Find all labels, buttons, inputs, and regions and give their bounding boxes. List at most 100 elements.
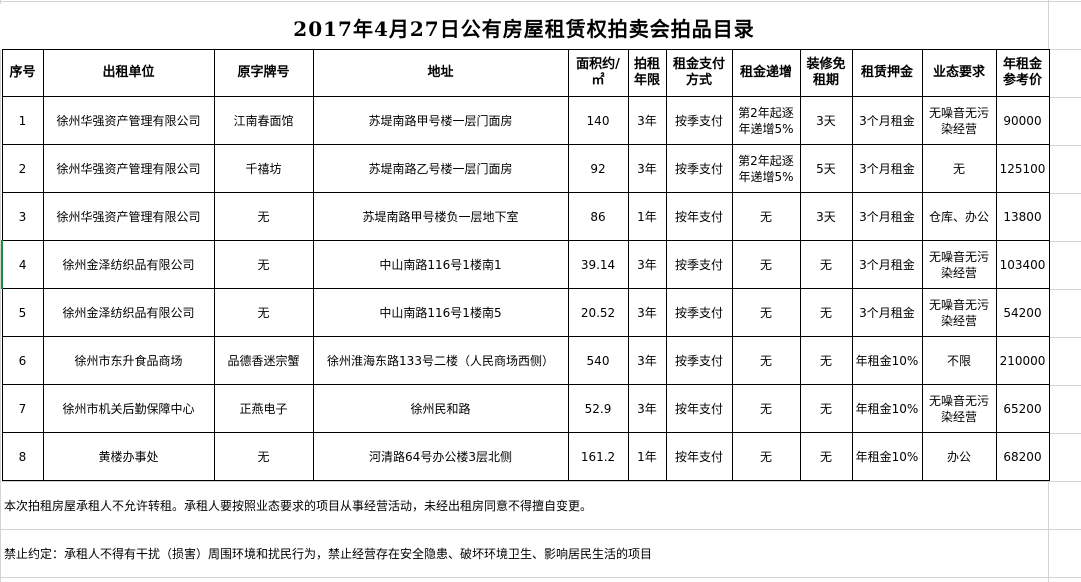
cell-original-sign[interactable]: 正燕电子 — [213, 384, 314, 433]
cell-lessor[interactable]: 徐州金泽纺织品有限公司 — [42, 288, 215, 337]
cell-area[interactable]: 161.2 — [567, 432, 629, 481]
cell-payment-method[interactable]: 按季支付 — [665, 336, 733, 385]
cell-rent-increase[interactable]: 第2年起逐年递增5% — [731, 96, 801, 145]
cell-seq[interactable]: 5 — [1, 288, 44, 337]
cell-address[interactable]: 河清路64号办公楼3层北侧 — [312, 432, 569, 481]
cell-area[interactable]: 39.14 — [567, 240, 629, 289]
cell-area[interactable]: 52.9 — [567, 384, 629, 433]
cell-business-requirement[interactable]: 无噪音无污染经营 — [921, 96, 997, 145]
cell-rent-increase[interactable]: 无 — [731, 336, 801, 385]
cell-lessor[interactable]: 徐州金泽纺织品有限公司 — [42, 240, 215, 289]
cell-payment-method[interactable]: 按年支付 — [665, 432, 733, 481]
cell-area[interactable]: 140 — [567, 96, 629, 145]
cell-address[interactable]: 徐州民和路 — [312, 384, 569, 433]
cell-seq[interactable]: 3 — [1, 192, 44, 241]
cell-original-sign[interactable]: 千禧坊 — [213, 144, 314, 193]
cell-deposit[interactable]: 3个月租金 — [851, 288, 923, 337]
cell-term[interactable]: 3年 — [627, 240, 667, 289]
header-deposit[interactable]: 租赁押金 — [851, 49, 923, 97]
cell-seq[interactable]: 8 — [1, 432, 44, 481]
cell-area[interactable]: 92 — [567, 144, 629, 193]
cell-lessor[interactable]: 徐州市机关后勤保障中心 — [42, 384, 215, 433]
cell-original-sign[interactable]: 无 — [213, 192, 314, 241]
header-area[interactable]: 面积约/㎡ — [567, 49, 629, 97]
cell-rent-free-period[interactable]: 无 — [799, 288, 853, 337]
cell-term[interactable]: 1年 — [627, 432, 667, 481]
cell-address[interactable]: 苏堤南路乙号楼一层门面房 — [312, 144, 569, 193]
cell-address[interactable]: 中山南路116号1楼南1 — [312, 240, 569, 289]
cell-lessor[interactable]: 徐州华强资产管理有限公司 — [42, 192, 215, 241]
cell-area[interactable]: 86 — [567, 192, 629, 241]
cell-business-requirement[interactable]: 无噪音无污染经营 — [921, 384, 997, 433]
cell-rent-increase[interactable]: 无 — [731, 384, 801, 433]
cell-annual-rent[interactable]: 13800 — [995, 192, 1050, 241]
cell-deposit[interactable]: 3个月租金 — [851, 144, 923, 193]
cell-annual-rent[interactable]: 68200 — [995, 432, 1050, 481]
cell-deposit[interactable]: 年租金10% — [851, 336, 923, 385]
cell-business-requirement[interactable]: 办公 — [921, 432, 997, 481]
cell-payment-method[interactable]: 按季支付 — [665, 288, 733, 337]
cell-payment-method[interactable]: 按年支付 — [665, 192, 733, 241]
cell-seq[interactable]: 1 — [1, 96, 44, 145]
cell-annual-rent[interactable]: 210000 — [995, 336, 1050, 385]
cell-payment-method[interactable]: 按季支付 — [665, 96, 733, 145]
header-seq[interactable]: 序号 — [1, 49, 44, 97]
cell-rent-increase[interactable]: 无 — [731, 192, 801, 241]
cell-address[interactable]: 中山南路116号1楼南5 — [312, 288, 569, 337]
cell-address[interactable]: 苏堤南路甲号楼一层门面房 — [312, 96, 569, 145]
header-original-sign[interactable]: 原字牌号 — [213, 49, 314, 97]
cell-term[interactable]: 1年 — [627, 192, 667, 241]
cell-payment-method[interactable]: 按季支付 — [665, 144, 733, 193]
cell-original-sign[interactable]: 品德香迷宗蟹 — [213, 336, 314, 385]
cell-original-sign[interactable]: 江南春面馆 — [213, 96, 314, 145]
cell-rent-free-period[interactable]: 无 — [799, 432, 853, 481]
cell-deposit[interactable]: 3个月租金 — [851, 240, 923, 289]
cell-deposit[interactable]: 年租金10% — [851, 432, 923, 481]
note-prohibitions[interactable]: 禁止约定：承租人不得有干扰（损害）周围环境和扰民行为，禁止经营存在安全隐患、破坏… — [4, 545, 653, 562]
cell-business-requirement[interactable]: 无噪音无污染经营 — [921, 288, 997, 337]
cell-original-sign[interactable]: 无 — [213, 288, 314, 337]
header-lessor[interactable]: 出租单位 — [42, 49, 215, 97]
cell-term[interactable]: 3年 — [627, 336, 667, 385]
header-payment-method[interactable]: 租金支付方式 — [665, 49, 733, 97]
cell-rent-increase[interactable]: 无 — [731, 240, 801, 289]
cell-term[interactable]: 3年 — [627, 144, 667, 193]
header-rent-increase[interactable]: 租金递增 — [731, 49, 801, 97]
cell-deposit[interactable]: 3个月租金 — [851, 192, 923, 241]
cell-area[interactable]: 20.52 — [567, 288, 629, 337]
cell-annual-rent[interactable]: 103400 — [995, 240, 1050, 289]
header-rent-free-period[interactable]: 装修免租期 — [799, 49, 853, 97]
header-business-requirement[interactable]: 业态要求 — [921, 49, 997, 97]
cell-seq[interactable]: 4 — [1, 240, 44, 289]
cell-rent-free-period[interactable]: 3天 — [799, 96, 853, 145]
cell-business-requirement[interactable]: 不限 — [921, 336, 997, 385]
cell-deposit[interactable]: 年租金10% — [851, 384, 923, 433]
cell-rent-free-period[interactable]: 无 — [799, 384, 853, 433]
cell-annual-rent[interactable]: 90000 — [995, 96, 1050, 145]
cell-rent-free-period[interactable]: 3天 — [799, 192, 853, 241]
cell-area[interactable]: 540 — [567, 336, 629, 385]
cell-rent-free-period[interactable]: 无 — [799, 240, 853, 289]
cell-business-requirement[interactable]: 仓库、办公 — [921, 192, 997, 241]
cell-deposit[interactable]: 3个月租金 — [851, 96, 923, 145]
cell-seq[interactable]: 2 — [1, 144, 44, 193]
cell-rent-increase[interactable]: 无 — [731, 432, 801, 481]
header-address[interactable]: 地址 — [312, 49, 569, 97]
cell-lessor[interactable]: 徐州华强资产管理有限公司 — [42, 144, 215, 193]
cell-term[interactable]: 3年 — [627, 96, 667, 145]
cell-term[interactable]: 3年 — [627, 384, 667, 433]
cell-payment-method[interactable]: 按年支付 — [665, 384, 733, 433]
cell-lessor[interactable]: 徐州市东升食品商场 — [42, 336, 215, 385]
cell-business-requirement[interactable]: 无噪音无污染经营 — [921, 240, 997, 289]
note-sublease[interactable]: 本次拍租房屋承租人不允许转租。承租人要按照业态要求的项目从事经营活动，未经出租房… — [4, 497, 593, 514]
cell-seq[interactable]: 6 — [1, 336, 44, 385]
cell-rent-increase[interactable]: 第2年起逐年递增5% — [731, 144, 801, 193]
cell-original-sign[interactable]: 无 — [213, 432, 314, 481]
cell-payment-method[interactable]: 按季支付 — [665, 240, 733, 289]
cell-lessor[interactable]: 黄楼办事处 — [42, 432, 215, 481]
cell-original-sign[interactable]: 无 — [213, 240, 314, 289]
cell-annual-rent[interactable]: 125100 — [995, 144, 1050, 193]
cell-seq[interactable]: 7 — [1, 384, 44, 433]
cell-business-requirement[interactable]: 无 — [921, 144, 997, 193]
header-annual-rent[interactable]: 年租金参考价 — [995, 49, 1050, 97]
